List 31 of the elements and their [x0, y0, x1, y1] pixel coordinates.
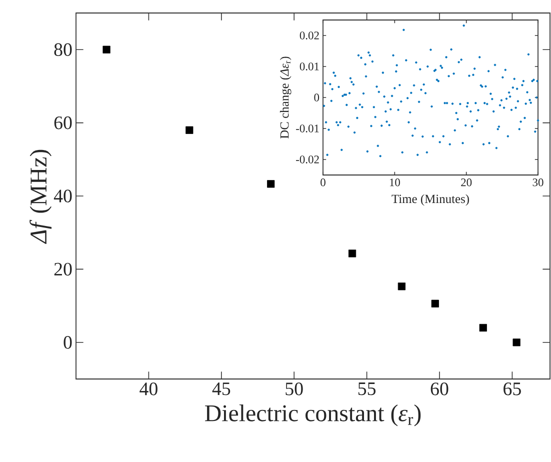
x-tick-label: 45 [212, 382, 230, 396]
y-axis-title: Δf (MHz) [30, 150, 52, 244]
point [186, 126, 194, 134]
y-tick-label: 60 [54, 116, 72, 130]
y-tick-label: 0.02 [300, 32, 319, 40]
x-tick-label: 30 [532, 178, 544, 186]
x-tick-label: 10 [390, 178, 400, 186]
y-tick-label: 20 [54, 262, 72, 276]
y-tick-label: 0 [314, 94, 320, 102]
point [512, 338, 520, 346]
y-tick-label: 0.01 [300, 62, 319, 70]
y-tick-label: 40 [54, 190, 72, 202]
point [348, 250, 356, 258]
x-tick-label: 60 [430, 382, 448, 396]
point [398, 282, 406, 290]
point [431, 300, 439, 308]
y-tick-label: -0.01 [296, 124, 319, 132]
x-tick-label: 40 [140, 382, 158, 396]
x-axis-title: Dielectric constant (ε$_{r}$) [205, 404, 421, 426]
y-tick-label: 80 [54, 43, 72, 56]
x-tick-label: 20 [461, 178, 472, 186]
x-tick-label: 0 [320, 178, 326, 186]
y-tick-label: 0 [64, 336, 72, 349]
point [102, 46, 110, 54]
x-tick-label: 65 [504, 382, 521, 396]
x-tick-label: 50 [286, 382, 303, 396]
point [479, 324, 487, 332]
x-axis-title: Time (Minutes) [392, 194, 469, 206]
y-tick-label: -0.02 [296, 156, 319, 164]
point [267, 180, 275, 188]
x-tick-label: 55 [358, 382, 376, 396]
